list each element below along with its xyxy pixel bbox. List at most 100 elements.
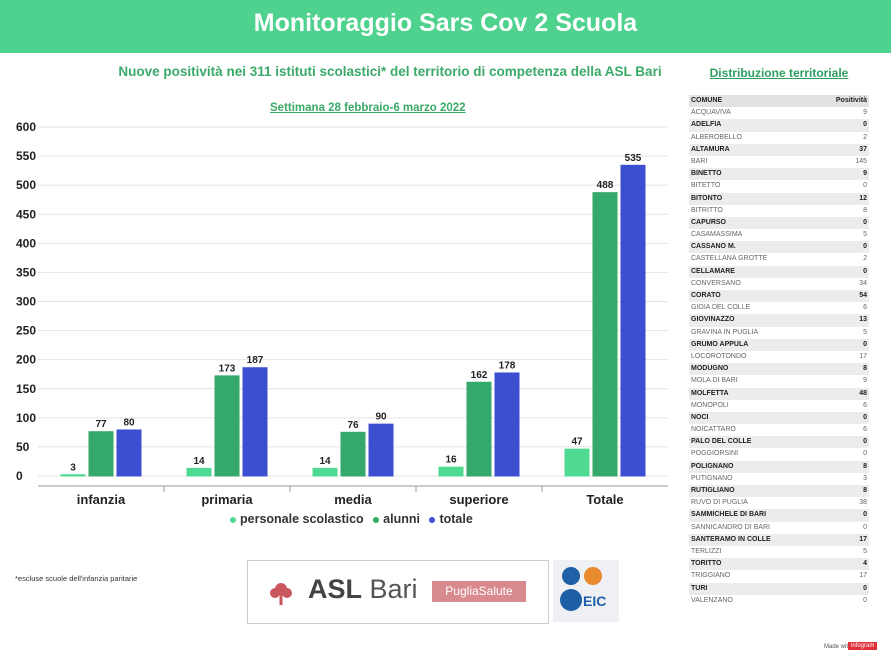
table-row: RUTIGLIANO 8 [689,485,869,498]
table-cell-comune: MOLFETTA [691,389,729,397]
table-cell-comune: GRUMO APPULA [691,340,749,348]
y-tick-label: 250 [16,324,36,338]
infogram-badge[interactable]: infogram [848,642,878,650]
table-row: MONOPOLI 6 [689,400,869,412]
table-row: CELLAMARE 0 [689,265,869,278]
bar-superiore-1 [466,381,492,477]
table-cell-positivita: 2 [863,255,867,263]
table-cell-positivita: 0 [863,511,867,519]
table-row: MOLA DI BARI 9 [689,375,869,387]
table-row: CONVERSANO 34 [689,278,869,290]
bar-totale-1 [592,192,618,477]
pugliasalute-badge: PugliaSalute [432,581,526,602]
eic-emblem-icon: EIC [560,567,606,611]
table-cell-positivita: 0 [863,243,867,251]
table-row: PALO DEL COLLE 0 [689,436,869,449]
table-cell-comune: CELLAMARE [691,267,735,275]
table-cell-comune: LOCOROTONDO [691,352,747,360]
legend-label-alunni: alunni [383,512,420,526]
data-label: 162 [471,370,488,381]
bar-infanzia-0 [60,474,86,477]
table-cell-positivita: 0 [863,340,867,348]
table-cell-comune: MOLA DI BARI [691,377,738,385]
table-cell-positivita: 17 [859,572,867,580]
table-cell-positivita: 0 [863,267,867,275]
data-label: 90 [375,412,387,423]
table-cell-comune: CONVERSANO [691,279,741,287]
y-tick-label: 150 [16,382,36,396]
x-tick-label: primaria [201,492,253,507]
bar-infanzia-1 [88,431,114,477]
table-cell-positivita: 8 [863,206,867,214]
data-label: 47 [571,437,583,448]
table-row: TURI 0 [689,582,869,595]
table-cell-positivita: 17 [859,352,867,360]
table-cell-comune: CASTELLANA GROTTE [691,255,768,263]
table-row: TRIGGIANO 17 [689,570,869,582]
table-row: MOLFETTA 48 [689,387,869,400]
table-row: CAPURSO 0 [689,216,869,230]
table-cell-comune: CASAMASSIMA [691,231,743,239]
table-row: ALTAMURA 37 [689,143,869,156]
table-cell-positivita: 54 [859,292,867,299]
data-label: 76 [347,420,359,431]
asl-name: Bari [369,574,418,604]
tree-icon [270,583,292,605]
table-row: NOCI 0 [689,411,869,425]
table-cell-positivita: 8 [863,365,867,373]
data-label: 77 [95,419,107,430]
table-cell-positivita: 0 [863,450,867,458]
table-row: GIOVINAZZO 13 [689,314,869,327]
table-cell-comune: NOICATTARO [691,426,736,434]
table-cell-positivita: 9 [863,170,867,178]
table-row: BINETTO 9 [689,168,869,181]
table-row: TERLIZZI 5 [689,546,869,558]
asl-prefix: ASL [308,574,362,604]
table-cell-positivita: 48 [859,389,867,397]
table-cell-comune: PALO DEL COLLE [691,438,752,446]
legend-totale: totale [429,512,473,526]
table-row: GRAVINA IN PUGLIA 5 [689,327,869,339]
legend-dot-alunni [373,516,380,523]
y-tick-label: 300 [16,295,36,309]
table-header-row: COMUNE Positività [689,95,869,108]
table-row: SANTERAMO IN COLLE 17 [689,533,869,546]
table-row: BITETTO 0 [689,180,869,192]
table-cell-positivita: 38 [859,499,867,507]
y-tick-label: 50 [16,440,30,454]
bar-superiore-2 [494,372,520,477]
table-cell-positivita: 145 [855,157,867,165]
bar-superiore-0 [438,466,464,477]
table-cell-positivita: 0 [863,182,867,190]
distribution-title: Distribuzione territoriale [709,66,849,80]
bar-media-1 [340,431,366,477]
table-cell-comune: VALENZANO [691,596,733,604]
table-row: CASSANO M. 0 [689,241,869,254]
table-row: TORITTO 4 [689,558,869,571]
table-cell-positivita: 0 [863,596,867,604]
table-row: NOICATTARO 6 [689,424,869,436]
table-cell-comune: TRIGGIANO [691,572,731,580]
made-with-label: Made with [824,644,852,650]
table-cell-comune: ADELFIA [691,121,722,129]
bar-primaria-0 [186,467,212,477]
bar-totale-2 [620,164,646,477]
x-tick-label: infanzia [77,492,126,507]
data-label: 178 [499,360,516,371]
table-cell-comune: TERLIZZI [691,547,722,555]
data-label: 535 [625,153,642,164]
table-cell-positivita: 8 [863,462,867,470]
table-row: LOCOROTONDO 17 [689,351,869,363]
table-cell-positivita: 6 [863,304,867,312]
y-tick-label: 350 [16,265,36,279]
table-row: MODUGNO 8 [689,363,869,376]
table-row: BITRITTO 8 [689,205,869,217]
table-cell-positivita: 0 [863,438,867,446]
table-cell-positivita: 2 [863,133,867,141]
table-row: ACQUAVIVA 9 [689,107,869,119]
table-cell-comune: GIOVINAZZO [691,316,735,324]
table-cell-comune: ALTAMURA [691,145,730,153]
table-cell-positivita: 5 [863,328,867,336]
header-bar: Monitoraggio Sars Cov 2 Scuola [0,0,891,53]
bar-primaria-1 [214,375,240,477]
